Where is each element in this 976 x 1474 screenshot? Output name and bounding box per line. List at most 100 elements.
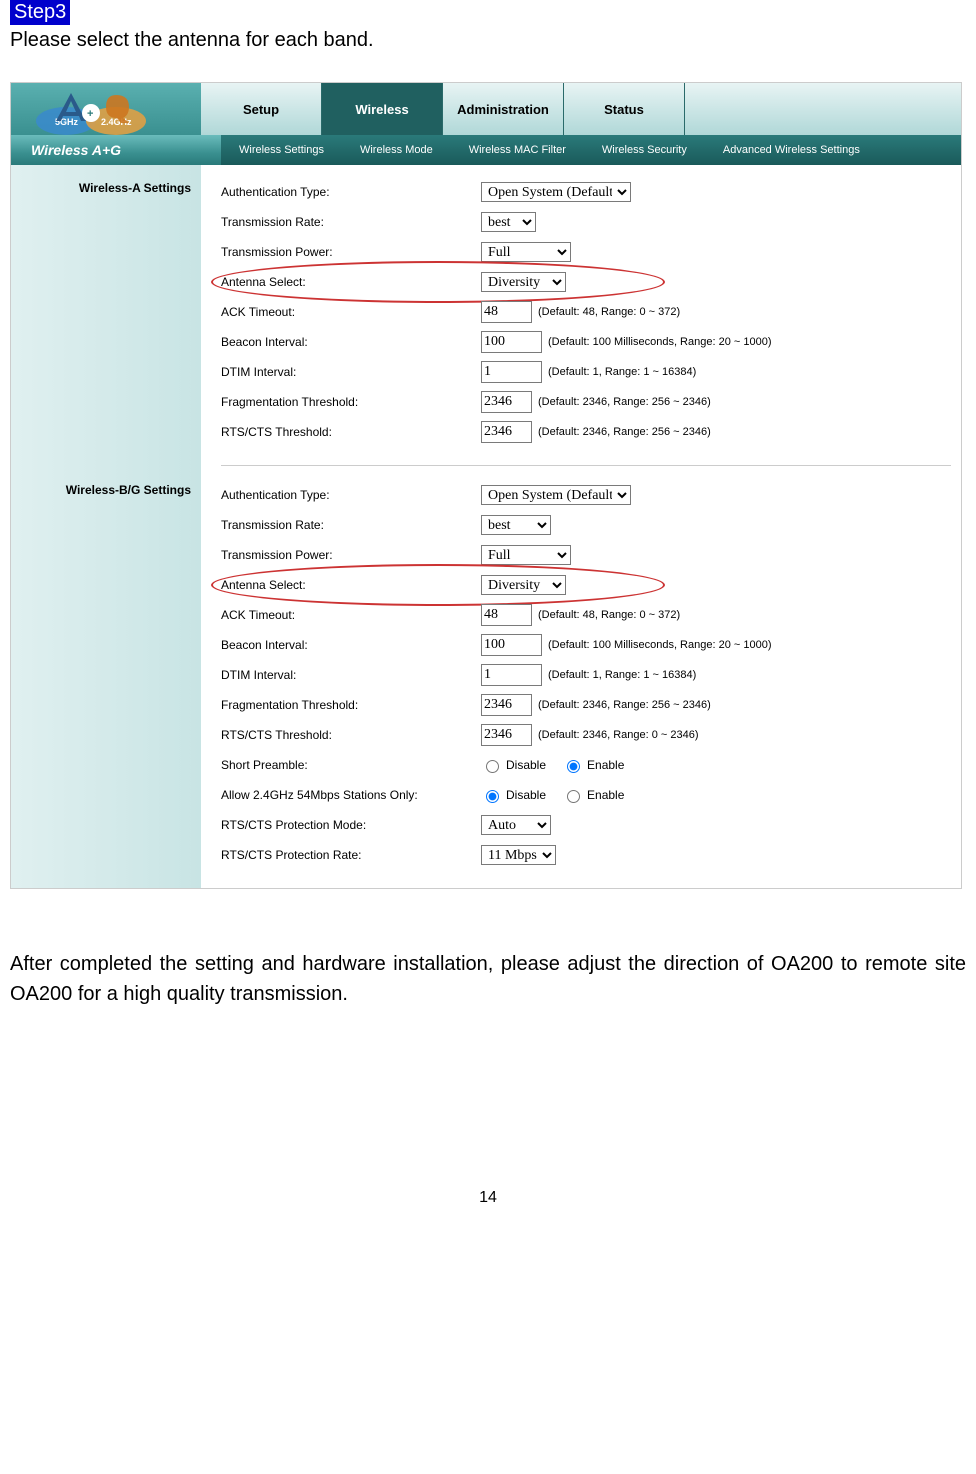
field-control: Open System (Default) <box>481 485 631 505</box>
router-ui-screenshot: 5GHz 2.4GHz + Setup Wireless Administrat… <box>10 82 962 889</box>
field-label: Antenna Select: <box>221 275 481 289</box>
input-bg-4[interactable] <box>481 604 532 626</box>
field-label: Short Preamble: <box>221 758 481 772</box>
input-bg-6[interactable] <box>481 664 542 686</box>
field-hint: (Default: 2346, Range: 0 ~ 2346) <box>538 729 699 741</box>
subnav-wireless-settings[interactable]: Wireless Settings <box>221 144 342 156</box>
field-hint: (Default: 2346, Range: 256 ~ 2346) <box>538 699 711 711</box>
field-row: Antenna Select:Diversity <box>221 570 951 600</box>
field-control: (Default: 100 Milliseconds, Range: 20 ~ … <box>481 331 772 353</box>
radio-bg-10-0[interactable] <box>486 790 499 803</box>
radio-label: Disable <box>506 788 546 802</box>
field-control: (Default: 48, Range: 0 ~ 372) <box>481 301 680 323</box>
field-control: Full <box>481 545 571 565</box>
field-row: RTS/CTS Threshold:(Default: 2346, Range:… <box>221 417 951 447</box>
nav-tab-setup[interactable]: Setup <box>201 83 322 135</box>
field-row: Short Preamble:DisableEnable <box>221 750 951 780</box>
field-row: RTS/CTS Threshold: (Default: 2346, Range:… <box>221 720 951 750</box>
subnav-wireless-security[interactable]: Wireless Security <box>584 144 705 156</box>
radio-bg-10-1[interactable] <box>567 790 580 803</box>
svg-text:+: + <box>87 108 93 120</box>
field-label: Beacon Interval: <box>221 638 481 652</box>
input-a-4[interactable] <box>481 301 532 323</box>
field-row: Transmission Rate:best <box>221 510 951 540</box>
field-label: ACK Timeout: <box>221 608 481 622</box>
field-control: Full <box>481 242 571 262</box>
select-bg-1[interactable]: best <box>481 515 551 535</box>
subnav-wireless-mode[interactable]: Wireless Mode <box>342 144 451 156</box>
input-a-5[interactable] <box>481 331 542 353</box>
field-row: Beacon Interval:(Default: 100 Millisecon… <box>221 630 951 660</box>
select-a-3[interactable]: Diversity <box>481 272 566 292</box>
left-column: Wireless-A Settings Wireless-B/G Setting… <box>11 165 201 888</box>
field-label: RTS/CTS Threshold: <box>221 425 481 439</box>
field-label: Fragmentation Threshold: <box>221 395 481 409</box>
select-bg-12[interactable]: 11 Mbps <box>481 845 556 865</box>
field-row: Fragmentation Threshold: (Default: 2346, … <box>221 387 951 417</box>
field-control: (Default: 100 Milliseconds, Range: 20 ~ … <box>481 634 772 656</box>
select-a-1[interactable]: best <box>481 212 536 232</box>
nav-tabs: Setup Wireless Administration Status <box>201 83 961 135</box>
field-hint: (Default: 48, Range: 0 ~ 372) <box>538 609 680 621</box>
field-row: Authentication Type:Open System (Default… <box>221 177 951 207</box>
field-hint: (Default: 2346, Range: 256 ~ 2346) <box>538 396 711 408</box>
radio-bg-9-0[interactable] <box>486 760 499 773</box>
field-control: (Default: 2346, Range: 256 ~ 2346) <box>481 694 711 716</box>
select-bg-3[interactable]: Diversity <box>481 575 566 595</box>
field-control: Diversity <box>481 575 566 595</box>
sub-nav: Wireless A+G Wireless Settings Wireless … <box>11 135 961 165</box>
section-bg-rows: Authentication Type:Open System (Default… <box>221 480 951 870</box>
content-area: Wireless-A Settings Wireless-B/G Setting… <box>11 165 961 888</box>
section-divider <box>221 465 951 466</box>
input-a-8[interactable] <box>481 421 532 443</box>
field-label: Allow 2.4GHz 54Mbps Stations Only: <box>221 788 481 802</box>
field-control: 11 Mbps <box>481 845 556 865</box>
field-hint: (Default: 1, Range: 1 ~ 16384) <box>548 366 696 378</box>
nav-tab-blank <box>685 83 961 135</box>
subnav-advanced[interactable]: Advanced Wireless Settings <box>705 144 878 156</box>
field-row: Beacon Interval:(Default: 100 Millisecon… <box>221 327 951 357</box>
page-number: 14 <box>10 1189 966 1227</box>
field-label: Transmission Power: <box>221 245 481 259</box>
field-label: Transmission Rate: <box>221 215 481 229</box>
field-control: (Default: 1, Range: 1 ~ 16384) <box>481 664 696 686</box>
input-a-6[interactable] <box>481 361 542 383</box>
brand-label: Wireless A+G <box>11 135 221 165</box>
field-row: DTIM Interval: (Default: 1, Range: 1 ~ 16… <box>221 357 951 387</box>
field-control: (Default: 48, Range: 0 ~ 372) <box>481 604 680 626</box>
field-control: (Default: 2346, Range: 256 ~ 2346) <box>481 421 711 443</box>
field-label: RTS/CTS Protection Mode: <box>221 818 481 832</box>
subnav-mac-filter[interactable]: Wireless MAC Filter <box>451 144 584 156</box>
input-bg-8[interactable] <box>481 724 532 746</box>
field-label: Transmission Power: <box>221 548 481 562</box>
select-bg-2[interactable]: Full <box>481 545 571 565</box>
field-hint: (Default: 48, Range: 0 ~ 372) <box>538 306 680 318</box>
input-a-7[interactable] <box>481 391 532 413</box>
select-bg-0[interactable]: Open System (Default) <box>481 485 631 505</box>
field-label: DTIM Interval: <box>221 365 481 379</box>
field-row: ACK Timeout:(Default: 48, Range: 0 ~ 372… <box>221 297 951 327</box>
field-label: Transmission Rate: <box>221 518 481 532</box>
nav-tab-status[interactable]: Status <box>564 83 685 135</box>
input-bg-7[interactable] <box>481 694 532 716</box>
field-hint: (Default: 100 Milliseconds, Range: 20 ~ … <box>548 336 772 348</box>
field-control: (Default: 2346, Range: 256 ~ 2346) <box>481 391 711 413</box>
field-control: (Default: 2346, Range: 0 ~ 2346) <box>481 724 699 746</box>
intro-text: Please select the antenna for each band. <box>10 29 966 52</box>
field-label: RTS/CTS Threshold: <box>221 728 481 742</box>
radio-label: Enable <box>587 758 624 772</box>
radio-group: Disable Enable <box>481 787 636 803</box>
radio-bg-9-1[interactable] <box>567 760 580 773</box>
radio-label: Enable <box>587 788 624 802</box>
field-label: Fragmentation Threshold: <box>221 698 481 712</box>
input-bg-5[interactable] <box>481 634 542 656</box>
select-a-0[interactable]: Open System (Default) <box>481 182 631 202</box>
outro-text: After completed the setting and hardware… <box>10 949 966 1009</box>
select-bg-11[interactable]: Auto <box>481 815 551 835</box>
field-control: Open System (Default) <box>481 182 631 202</box>
top-nav: 5GHz 2.4GHz + Setup Wireless Administrat… <box>11 83 961 135</box>
nav-tab-wireless[interactable]: Wireless <box>322 83 443 135</box>
select-a-2[interactable]: Full <box>481 242 571 262</box>
field-row: RTS/CTS Protection Mode:Auto <box>221 810 951 840</box>
nav-tab-administration[interactable]: Administration <box>443 83 564 135</box>
